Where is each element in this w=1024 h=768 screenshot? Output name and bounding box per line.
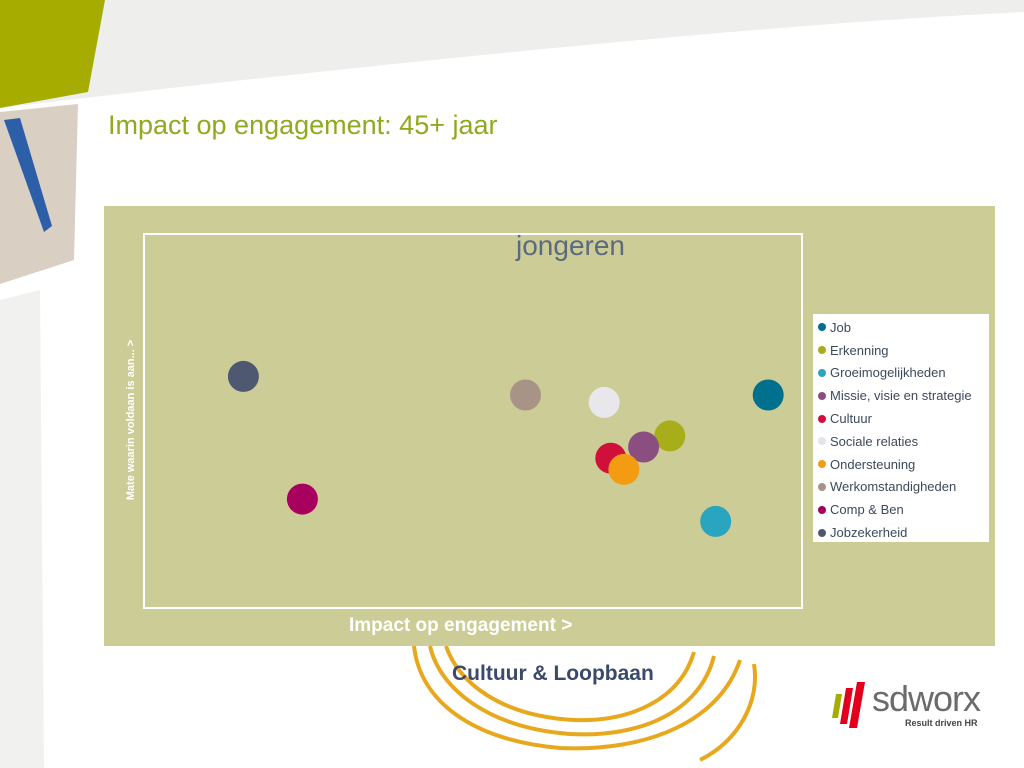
sdworx-logo: sdworx Result driven HR (832, 672, 992, 732)
data-point-erkenning (654, 420, 686, 452)
legend-label: Missie, visie en strategie (830, 388, 972, 404)
slide-title: Impact op engagement: 45+ jaar (108, 110, 498, 140)
top-grey-band (0, 0, 1024, 108)
legend-label: Cultuur (830, 411, 872, 427)
legend-swatch (818, 391, 826, 400)
logo-wordmark: sdworx (872, 678, 981, 719)
data-point-missie-visie-en-strategie (628, 431, 660, 463)
legend-swatch (818, 505, 826, 514)
y-axis-label: Mate waarin voldaan is aan... > (125, 339, 137, 501)
plot-area (143, 233, 803, 609)
legend-label: Job (830, 319, 851, 335)
data-point-groeimogelijkheden (700, 505, 732, 537)
legend-label: Groeimogelijkheden (830, 365, 946, 381)
legend-label: Ondersteuning (830, 456, 916, 472)
legend-item: Comp & Ben (813, 498, 989, 521)
legend-item: Groeimogelijkheden (813, 362, 989, 385)
legend-label: Comp & Ben (830, 502, 904, 518)
legend-label: Jobzekerheid (830, 525, 908, 541)
legend-item: Ondersteuning (813, 453, 989, 476)
legend-item: Jobzekerheid (813, 521, 989, 544)
legend-label: Sociale relaties (830, 433, 919, 449)
data-point-job (752, 379, 784, 411)
legend-item: Job (813, 316, 989, 339)
legend-label: Werkomstandigheden (830, 479, 957, 495)
legend-swatch (818, 460, 826, 469)
legend-swatch (818, 482, 826, 491)
legend-item: Sociale relaties (813, 430, 989, 453)
legend-swatch (818, 414, 826, 423)
data-point-comp-ben (286, 483, 318, 515)
legend-swatch (818, 528, 826, 537)
legend-label: Erkenning (830, 342, 889, 358)
pen-illustration (4, 118, 52, 232)
legend-swatch (818, 323, 826, 332)
left-grey-band (0, 290, 44, 768)
chart-subtitle: jongeren (516, 230, 625, 261)
legend-item: Cultuur (813, 407, 989, 430)
data-point-jobzekerheid (227, 360, 259, 392)
legend-swatch (818, 346, 826, 355)
logo-tagline: Result driven HR (905, 718, 978, 728)
chart-legend: Job Erkenning Groeimogelijkheden Missie, vi… (813, 314, 989, 542)
legend-item: Erkenning (813, 339, 989, 362)
footer-text: Cultuur & Loopbaan (452, 662, 654, 685)
legend-item: Missie, visie en strategie (813, 384, 989, 407)
top-green-wedge (0, 0, 105, 108)
data-point-ondersteuning (608, 453, 640, 485)
logo-mark (832, 682, 865, 728)
legend-swatch (818, 437, 826, 446)
legend-swatch (818, 368, 826, 377)
data-point-werkomstandigheden (510, 379, 541, 411)
data-point-sociale-relaties (588, 386, 620, 418)
decorative-swirl (412, 645, 757, 762)
legend-item: Werkomstandigheden (813, 476, 989, 499)
x-axis-label: Impact op engagement > (349, 615, 573, 636)
